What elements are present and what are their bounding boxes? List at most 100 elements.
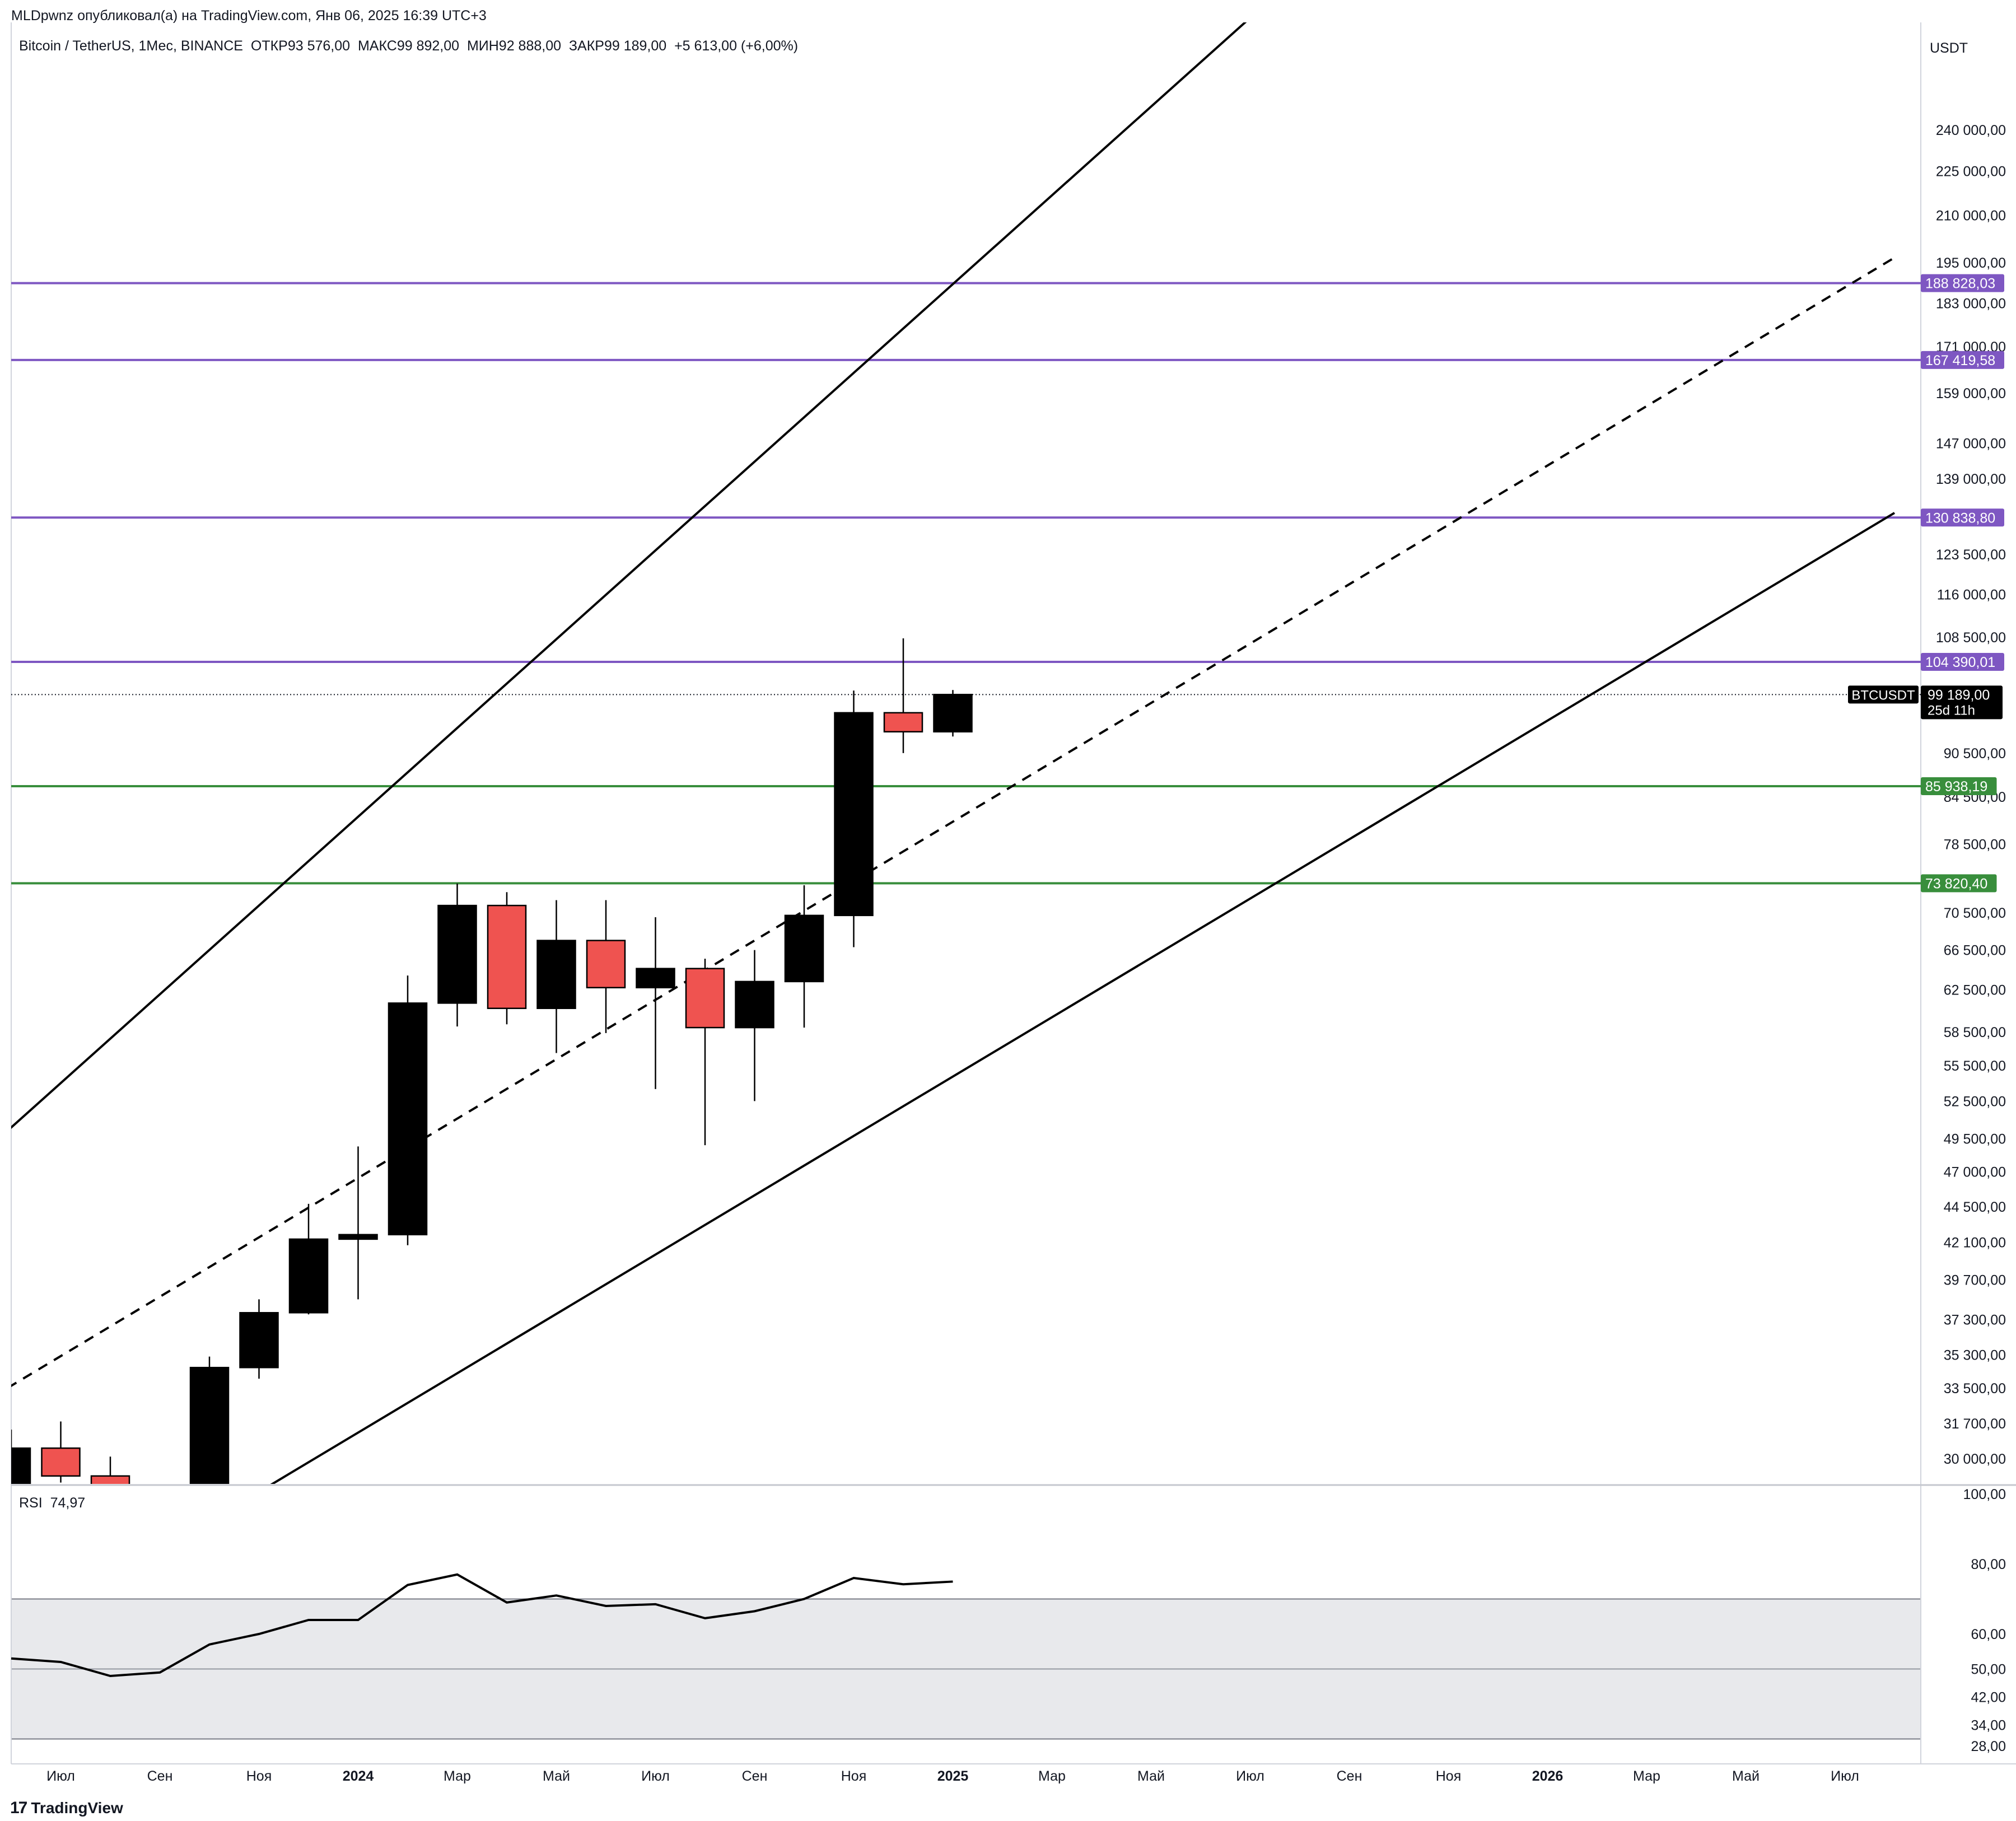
candle-body[interactable]	[41, 1447, 81, 1477]
time-axis-tick: Ноя	[841, 1768, 867, 1784]
rsi-axis-tick: 28,00	[1971, 1739, 2006, 1754]
candle-body[interactable]	[834, 712, 874, 917]
candle-body[interactable]	[784, 914, 824, 983]
price-axis-tick: 210 000,00	[1936, 208, 2006, 223]
rsi-name: RSI	[19, 1495, 43, 1511]
price-axis-tick: 90 500,00	[1944, 746, 2006, 762]
price-axis-tick: 42 100,00	[1944, 1235, 2006, 1250]
channel-middle-line[interactable]	[0, 256, 1896, 1416]
price-axis-tick: 123 500,00	[1936, 547, 2006, 563]
time-axis-tick: Мар	[1038, 1768, 1066, 1784]
level-tag[interactable]	[1921, 351, 2004, 369]
symbol-legend: Bitcoin / TetherUS, 1Мес, BINANCE ОТКР93…	[19, 38, 798, 54]
channel-lower-line[interactable]	[259, 512, 1896, 1492]
candle-body[interactable]	[933, 694, 973, 733]
candle-body[interactable]	[239, 1312, 279, 1369]
time-axis-tick: Ноя	[1436, 1768, 1462, 1784]
price-axis-tick: 195 000,00	[1936, 255, 2006, 271]
rsi-axis-tick: 42,00	[1971, 1690, 2006, 1706]
low-label: МИН	[466, 38, 499, 54]
candle-body[interactable]	[735, 980, 774, 1029]
level-tag[interactable]	[1921, 652, 2004, 671]
rsi-legend[interactable]: RSI 74,97	[19, 1495, 85, 1511]
currency-label[interactable]: USDT	[1930, 40, 1968, 56]
price-axis-tick: 70 500,00	[1944, 905, 2006, 921]
price-axis-tick: 183 000,00	[1936, 296, 2006, 311]
published-by-text: MLDpwnz опубликовал(а) на TradingView.co…	[11, 8, 487, 24]
price-axis-tick: 225 000,00	[1936, 164, 2006, 180]
high-value: 99 892,00	[396, 38, 460, 54]
time-axis-tick: 2024	[343, 1768, 374, 1784]
candle-body[interactable]	[536, 940, 576, 1009]
level-tag[interactable]	[1921, 777, 1997, 795]
channel-upper-line[interactable]	[0, 18, 1250, 1172]
time-axis-tick: Мар	[1633, 1768, 1660, 1784]
candle-body[interactable]	[0, 1447, 31, 1521]
price-axis-tick: 55 500,00	[1944, 1058, 2006, 1074]
price-axis-tick: 30 000,00	[1944, 1451, 2006, 1467]
rsi-axis-tick: 34,00	[1971, 1718, 2006, 1734]
price-axis-tick: 139 000,00	[1936, 471, 2006, 487]
candle-body[interactable]	[487, 904, 527, 1009]
rsi-axis-tick: 80,00	[1971, 1557, 2006, 1572]
time-axis-tick: 2026	[1532, 1768, 1564, 1784]
time-axis-tick: Май	[543, 1768, 570, 1784]
price-axis-tick: 108 500,00	[1936, 630, 2006, 646]
price-axis-tick: 33 500,00	[1944, 1381, 2006, 1397]
level-tag[interactable]	[1921, 274, 2004, 292]
candle-body[interactable]	[388, 1002, 428, 1236]
price-axis-tick: 147 000,00	[1936, 436, 2006, 451]
rsi-line[interactable]	[11, 1573, 953, 1678]
time-axis-tick: Июл	[641, 1768, 670, 1784]
tradingview-brand: TradingView	[31, 1799, 123, 1817]
candle-body[interactable]	[90, 1475, 130, 1553]
symbol-name[interactable]: Bitcoin / TetherUS, 1Мес, BINANCE	[19, 38, 243, 54]
price-axis-tick: 37 300,00	[1944, 1312, 2006, 1328]
candle-body[interactable]	[685, 968, 725, 1029]
time-axis-tick: Июл	[1236, 1768, 1264, 1784]
candle-body[interactable]	[586, 940, 626, 988]
level-tag-label: 104 390,01	[1925, 655, 1995, 670]
time-axis-tick: Сен	[147, 1768, 173, 1784]
price-axis-tick: 49 500,00	[1944, 1132, 2006, 1147]
level-tag[interactable]	[1921, 508, 2004, 527]
change-value: +5 613,00 (+6,00%)	[674, 38, 799, 54]
time-axis-tick: Июл	[1831, 1768, 1859, 1784]
time-axis-tick: Ноя	[246, 1768, 272, 1784]
level-tag[interactable]	[1921, 874, 1997, 893]
close-label: ЗАКР	[568, 38, 604, 54]
time-axis-tick: Июл	[46, 1768, 75, 1784]
low-value: 92 888,00	[498, 38, 562, 54]
time-axis-tick: Мар	[444, 1768, 471, 1784]
price-axis-tick: 35 300,00	[1944, 1347, 2006, 1363]
price-axis-tick: 78 500,00	[1944, 837, 2006, 852]
candle-body[interactable]	[338, 1234, 378, 1240]
price-axis-tick: 66 500,00	[1944, 943, 2006, 959]
candle-body[interactable]	[636, 968, 675, 988]
level-tag-label: 85 938,19	[1925, 779, 1987, 795]
rsi-value: 74,97	[50, 1495, 86, 1511]
price-axis-tick: 47 000,00	[1944, 1165, 2006, 1180]
open-value: 93 576,00	[287, 38, 351, 54]
time-axis-tick: Сен	[742, 1768, 768, 1784]
last-price-tag[interactable]	[1921, 685, 2003, 720]
time-axis-tick: Май	[1732, 1768, 1760, 1784]
price-axis-tick: 62 500,00	[1944, 982, 2006, 998]
tradingview-logo[interactable]: 17 TradingView	[10, 1799, 123, 1818]
candle-body[interactable]	[883, 712, 923, 733]
price-axis-tick: 159 000,00	[1936, 386, 2006, 401]
price-axis-tick: 116 000,00	[1937, 587, 2006, 603]
price-axis-tick: 52 500,00	[1944, 1094, 2006, 1109]
price-axis-tick: 44 500,00	[1944, 1199, 2006, 1215]
ticker-tag[interactable]	[1848, 685, 1919, 704]
level-tag-label: 167 419,58	[1925, 353, 1995, 368]
rsi-axis-tick: 60,00	[1971, 1627, 2006, 1642]
price-axis-tick: 58 500,00	[1944, 1025, 2006, 1040]
level-tag-label: 130 838,80	[1925, 510, 1995, 526]
candle-body[interactable]	[437, 904, 477, 1004]
candle-body[interactable]	[288, 1238, 329, 1314]
candle-body[interactable]	[189, 1366, 230, 1526]
rsi-axis-tick: 100,00	[1963, 1487, 2006, 1502]
candle-body[interactable]	[141, 1526, 179, 1552]
